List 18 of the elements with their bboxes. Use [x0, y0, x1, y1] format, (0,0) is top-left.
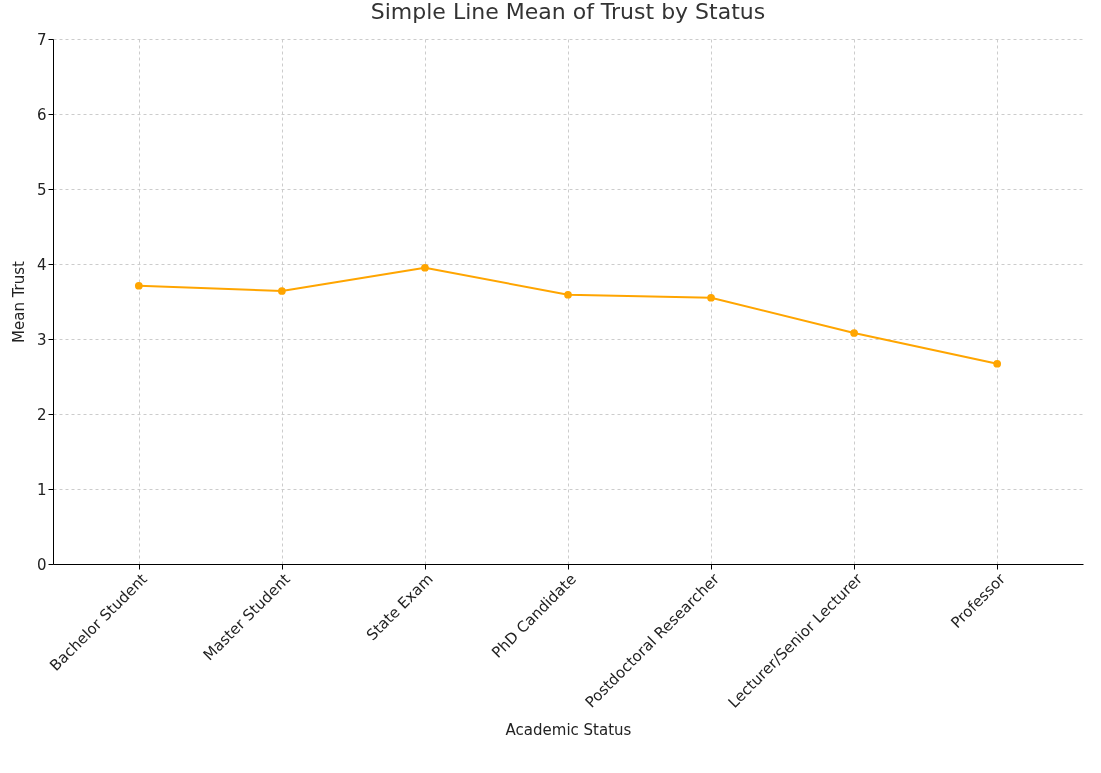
- y-tick-label: 5: [36, 180, 47, 199]
- y-tick-label: 6: [36, 105, 47, 124]
- chart-title: Simple Line Mean of Trust by Status: [370, 0, 766, 24]
- point: [850, 329, 858, 337]
- point: [564, 290, 572, 299]
- point: [421, 263, 429, 272]
- point: [134, 281, 143, 290]
- y-tick-label: 3: [36, 330, 47, 349]
- y-tick-label: 0: [36, 555, 47, 574]
- y-tick-label: 2: [36, 405, 47, 424]
- y-tick-label: 1: [36, 480, 47, 499]
- point: [278, 287, 286, 295]
- y-tick-label: 7: [36, 30, 47, 49]
- x-axis-title: Academic Status: [505, 720, 632, 739]
- y-axis-title: Mean Trust: [9, 260, 28, 343]
- y-tick-label: 4: [36, 255, 47, 274]
- point: [707, 293, 715, 302]
- point: [993, 359, 1002, 368]
